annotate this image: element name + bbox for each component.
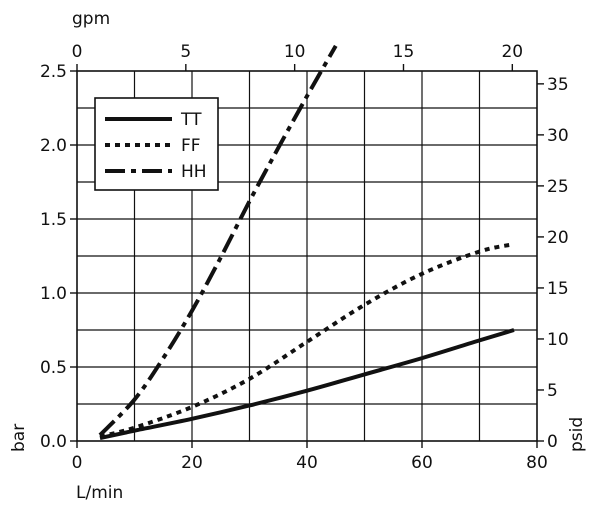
y-tick-label: 2.0 [40, 136, 67, 156]
legend: TT FF HH [94, 97, 219, 191]
right-tick-label: 5 [547, 381, 558, 401]
top-tick-label: 0 [72, 42, 83, 62]
right-tick-label: 0 [547, 432, 558, 452]
series-line-ff [99, 242, 515, 439]
series-layer [98, 44, 515, 440]
y-axis-title: bar [9, 424, 29, 452]
y-tick-label: 0.0 [40, 432, 67, 452]
top-tick-label: 10 [284, 42, 306, 62]
x-tick-label: 20 [181, 453, 203, 473]
top-tick-label: 15 [393, 42, 415, 62]
tick-labels: 0 20 40 60 800.00.51.01.52.02.50 5 10 15 2005101… [40, 42, 569, 473]
legend-label-hh: HH [181, 162, 207, 182]
right-axis-title: psid [567, 417, 587, 452]
x-tick-label: 80 [526, 453, 548, 473]
top-tick-label: 20 [501, 42, 523, 62]
series-line-hh [98, 44, 338, 437]
right-tick-label: 25 [547, 177, 569, 197]
right-tick-label: 15 [547, 279, 569, 299]
ticks [70, 64, 544, 448]
y-tick-label: 2.5 [40, 62, 67, 82]
top-axis-title: gpm [72, 9, 110, 29]
x-tick-label: 0 [72, 453, 83, 473]
y-tick-label: 1.5 [40, 210, 67, 230]
right-tick-label: 20 [547, 228, 569, 248]
legend-label-tt: TT [180, 110, 202, 130]
legend-label-ff: FF [181, 136, 201, 156]
grid [77, 71, 537, 441]
series-line-tt [99, 328, 515, 440]
y-tick-label: 1.0 [40, 284, 67, 304]
right-tick-label: 35 [547, 75, 569, 95]
x-axis-title: L/min [76, 483, 123, 503]
y-tick-label: 0.5 [40, 358, 67, 378]
right-tick-label: 10 [547, 330, 569, 350]
top-tick-label: 5 [180, 42, 191, 62]
right-tick-label: 30 [547, 126, 569, 146]
x-tick-label: 60 [411, 453, 433, 473]
x-tick-label: 40 [296, 453, 318, 473]
